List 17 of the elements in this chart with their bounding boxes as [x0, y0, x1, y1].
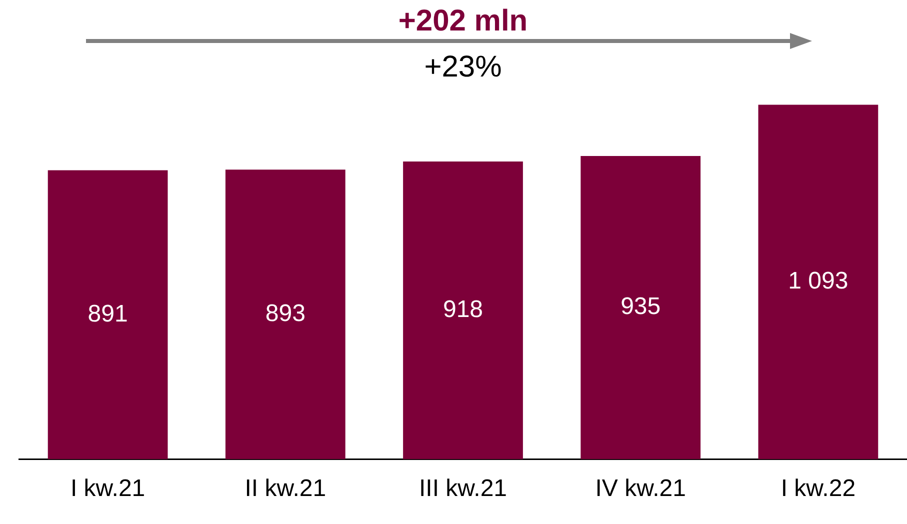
data-label: 893	[265, 300, 306, 328]
x-tick-label: III kw.21	[418, 475, 508, 502]
bar	[758, 104, 878, 460]
x-tick-label: I kw.22	[780, 475, 856, 502]
data-label: 891	[88, 300, 128, 328]
text: +23%	[424, 50, 502, 84]
bar	[225, 170, 346, 460]
bar	[403, 161, 523, 460]
data-label: 1 093	[788, 268, 848, 295]
x-tick-label: I kw.21	[70, 475, 146, 502]
data-label: 918	[442, 296, 484, 323]
data-label: 935	[620, 293, 661, 320]
x-tick-label: II kw.21	[244, 475, 326, 502]
x-tick-label: IV kw.21	[595, 475, 686, 502]
bar	[580, 156, 701, 460]
text: +202 mln	[398, 4, 528, 38]
bar	[48, 170, 168, 460]
